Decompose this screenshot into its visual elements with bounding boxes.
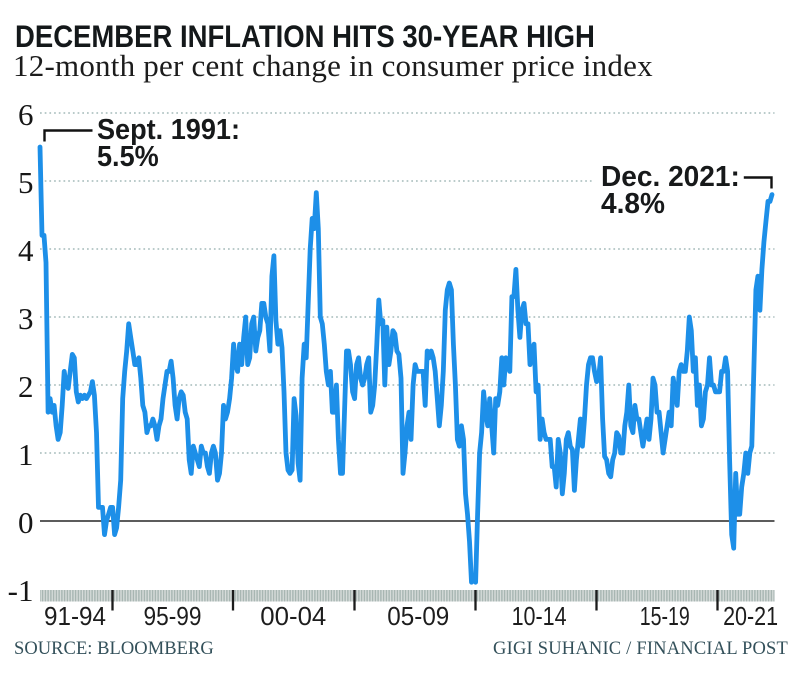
svg-text:20-21: 20-21 [723, 603, 778, 631]
svg-text:00-04: 00-04 [260, 603, 326, 631]
svg-text:0: 0 [18, 505, 34, 540]
svg-text:3: 3 [18, 301, 34, 336]
svg-text:2: 2 [18, 369, 34, 404]
svg-text:10-14: 10-14 [512, 603, 567, 631]
svg-text:1: 1 [18, 437, 34, 472]
svg-text:95-99: 95-99 [144, 603, 202, 631]
svg-text:6: 6 [18, 97, 34, 132]
svg-text:05-09: 05-09 [387, 603, 449, 631]
svg-text:91-94: 91-94 [44, 603, 106, 631]
svg-text:-1: -1 [8, 573, 34, 608]
svg-text:5: 5 [18, 165, 34, 200]
svg-text:4: 4 [18, 233, 34, 268]
svg-text:15-19: 15-19 [640, 603, 690, 631]
